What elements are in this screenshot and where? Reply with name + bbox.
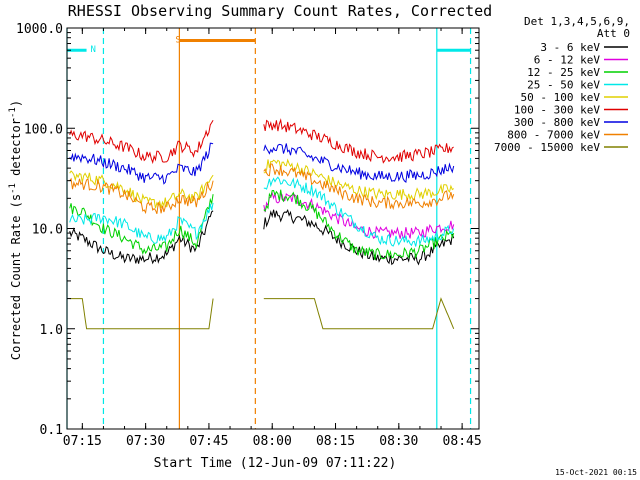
- legend-label: 3 - 6 keV: [540, 41, 600, 54]
- legend-label: 6 - 12 keV: [534, 54, 601, 67]
- y-tick-label: 10.0: [32, 223, 63, 238]
- series-layer: [69, 118, 455, 330]
- y-tick-label: 1.0: [40, 323, 63, 338]
- y-axis-label-part: -1: [8, 183, 18, 194]
- legend-label: 25 - 50 keV: [527, 79, 600, 92]
- legend-header: Att 0: [597, 27, 630, 40]
- observing-markers: NS: [67, 36, 471, 55]
- series-line: [263, 297, 455, 330]
- x-tick-label: 07:30: [126, 434, 165, 449]
- y-axis-label-part: -1: [8, 107, 18, 118]
- x-tick-label: 08:00: [253, 434, 292, 449]
- y-axis-label-part: detector: [9, 118, 23, 183]
- legend-label: 100 - 300 keV: [514, 104, 600, 117]
- x-axis-ticks: 07:15 07:30 07:45 08:00 08:15 08:30 08:45: [63, 28, 482, 449]
- y-axis-label-part: ): [9, 100, 23, 107]
- y-tick-label: 1000.0: [16, 22, 63, 37]
- series-line: [69, 177, 214, 215]
- series-line: [263, 118, 454, 164]
- legend-label: 800 - 7000 keV: [507, 129, 600, 142]
- series-line: [69, 298, 214, 330]
- y-axis-label: Corrected Count Rate (s-1 detector-1): [8, 100, 23, 360]
- legend-label: 12 - 25 keV: [527, 66, 600, 79]
- series-line: [69, 202, 214, 244]
- series-line: [263, 176, 455, 247]
- x-tick-label: 08:30: [379, 434, 418, 449]
- marker-label: N: [91, 45, 96, 55]
- legend-header: Det 1,3,4,5,6,9,: [524, 15, 630, 28]
- x-tick-label: 07:15: [63, 434, 102, 449]
- x-tick-label: 07:45: [189, 434, 228, 449]
- y-axis-ticks: 0.1 1.0 10.0 100.0 1000.0: [16, 22, 479, 438]
- x-axis-label: Start Time (12-Jun-09 07:11:22): [154, 456, 397, 471]
- legend-label: 300 - 800 keV: [514, 116, 600, 129]
- footer-timestamp: 15-Oct-2021 00:15: [555, 468, 637, 477]
- series-line: [263, 191, 455, 239]
- legend-label: 7000 - 15000 keV: [494, 141, 600, 154]
- series-line: [69, 120, 214, 165]
- series-line: [263, 208, 455, 266]
- y-axis-label-part: Corrected Count Rate (s: [9, 194, 23, 360]
- chart-title: RHESSI Observing Summary Count Rates, Co…: [68, 2, 492, 20]
- y-tick-label: 100.0: [24, 122, 63, 137]
- marker-label: S: [175, 36, 180, 46]
- legend-label: 50 - 100 keV: [521, 91, 601, 104]
- x-tick-label: 08:15: [316, 434, 355, 449]
- series-line: [69, 210, 214, 265]
- x-tick-label: 08:45: [443, 434, 482, 449]
- series-line: [263, 189, 455, 260]
- series-line: [263, 163, 455, 211]
- y-tick-label: 0.1: [40, 423, 63, 438]
- series-line: [69, 194, 214, 256]
- series-line: [69, 142, 214, 185]
- series-line: [263, 143, 455, 184]
